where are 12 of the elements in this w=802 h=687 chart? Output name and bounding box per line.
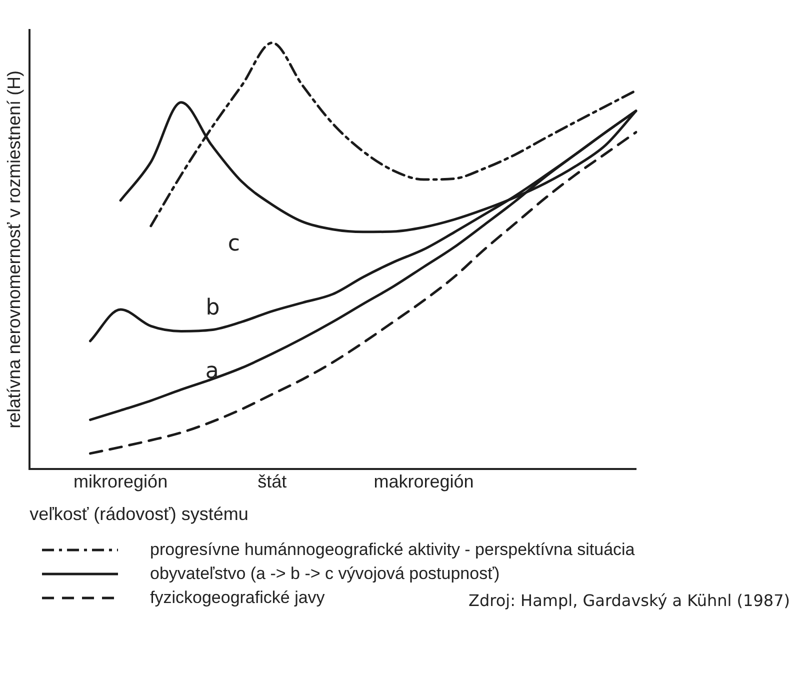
x-tick-label: mikroregión xyxy=(74,472,168,492)
x-axis-title: veľkosť (rádovosť) systému xyxy=(30,504,248,524)
legend-label: fyzickogeografické javy xyxy=(150,588,325,608)
legend-label: progresívne humánnogeografické aktivity - perspektívna situácia xyxy=(150,540,635,560)
x-tick-label: štát xyxy=(258,472,287,492)
annotation: c xyxy=(228,232,240,257)
text: Zdroj: Hampl, Gardavský a Kühnl (1987) xyxy=(468,591,790,610)
annotation: b xyxy=(206,295,220,320)
x-tick-label: makroregión xyxy=(374,472,474,492)
annotation: a xyxy=(205,358,219,384)
y-axis-title: relatívna nerovnomernosť v rozmiestnení (H) xyxy=(4,70,24,428)
legend-label: obyvateľstvo (a -> b -> c vývojová postupnosť) xyxy=(150,564,500,584)
